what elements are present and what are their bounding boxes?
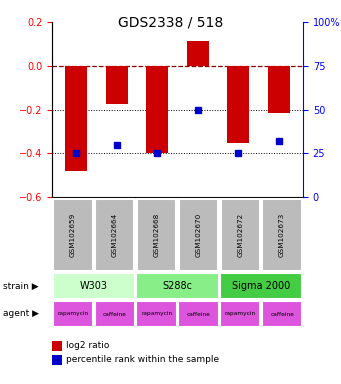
Bar (268, 66, 290, 113)
Bar (106, 66, 128, 104)
Text: rapamycin: rapamycin (141, 311, 172, 316)
Bar (178, 301, 219, 327)
Text: GSM102664: GSM102664 (112, 212, 118, 257)
Bar (53, 273, 135, 299)
Bar (146, 66, 168, 153)
Bar (65, 66, 87, 171)
Bar (136, 273, 219, 299)
Text: caffeine: caffeine (103, 311, 127, 316)
Bar (53, 301, 93, 327)
Bar (263, 199, 302, 270)
Bar (53, 199, 92, 270)
Text: agent ▶: agent ▶ (3, 310, 40, 318)
Text: GSM102659: GSM102659 (70, 212, 76, 257)
Text: rapamycin: rapamycin (225, 311, 256, 316)
Bar (220, 301, 261, 327)
Text: GSM102672: GSM102672 (237, 212, 243, 257)
Text: caffeine: caffeine (187, 311, 210, 316)
Bar (220, 273, 302, 299)
Text: W303: W303 (80, 281, 108, 291)
Bar (262, 301, 302, 327)
Text: Sigma 2000: Sigma 2000 (232, 281, 290, 291)
Text: GDS2338 / 518: GDS2338 / 518 (118, 15, 223, 29)
Bar (95, 199, 134, 270)
Bar (179, 199, 218, 270)
Text: log2 ratio: log2 ratio (66, 341, 109, 351)
Text: GSM102670: GSM102670 (195, 212, 202, 257)
Text: percentile rank within the sample: percentile rank within the sample (66, 356, 219, 364)
Bar (227, 66, 249, 143)
Text: caffeine: caffeine (270, 311, 294, 316)
Text: rapamycin: rapamycin (57, 311, 88, 316)
Bar (137, 199, 176, 270)
Bar (221, 199, 260, 270)
Text: GSM102673: GSM102673 (279, 212, 285, 257)
Text: S288c: S288c (163, 281, 193, 291)
Bar (187, 41, 209, 66)
Bar (136, 301, 177, 327)
Bar (94, 301, 135, 327)
Text: GSM102668: GSM102668 (153, 212, 160, 257)
Text: strain ▶: strain ▶ (3, 281, 39, 291)
